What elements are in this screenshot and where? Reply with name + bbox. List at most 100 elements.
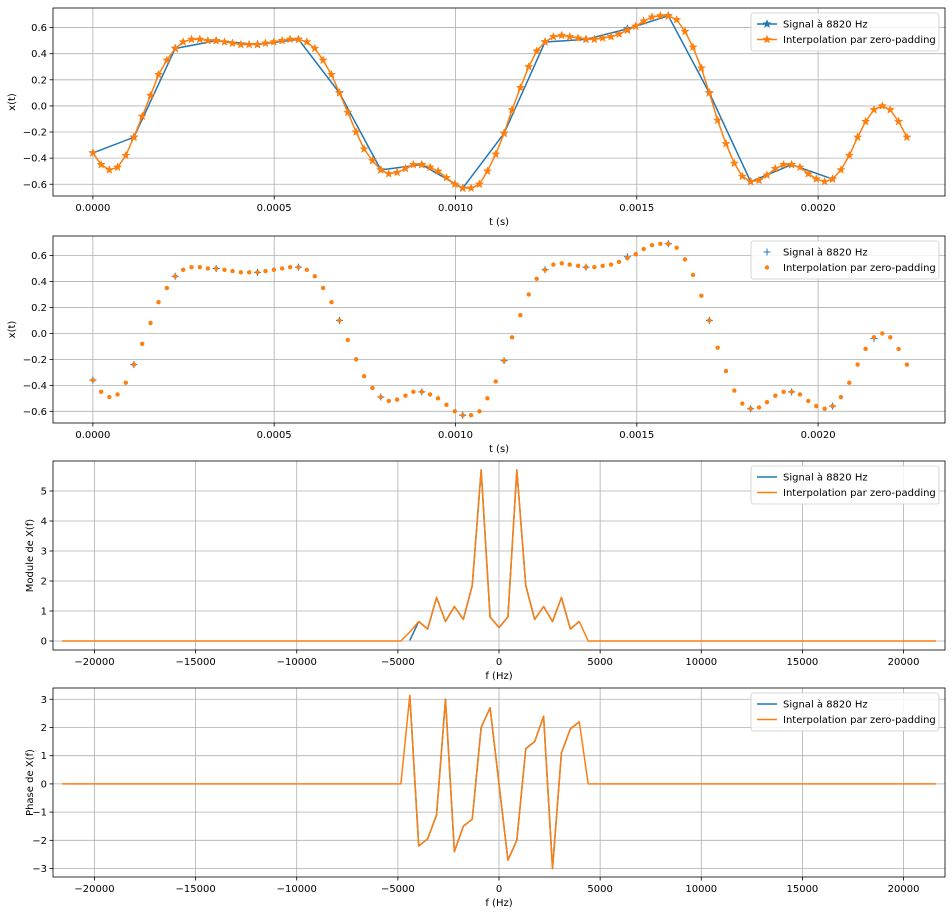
data-point bbox=[255, 270, 260, 275]
data-point bbox=[509, 335, 515, 340]
data-point bbox=[318, 55, 328, 65]
data-point bbox=[869, 104, 879, 114]
y-tick-label: 0.0 bbox=[31, 101, 47, 112]
data-point bbox=[614, 29, 624, 39]
data-point bbox=[797, 392, 803, 397]
data-point bbox=[622, 25, 633, 35]
chart-panel-3: −20000 −15000 −10000 −5000 0 5000 10000 15000 20… bbox=[25, 460, 946, 682]
x-tick-label: −15000 bbox=[175, 884, 215, 895]
data-point bbox=[172, 274, 178, 279]
y-tick-label: 0.4 bbox=[31, 277, 47, 288]
y-tick-label: −0.2 bbox=[23, 355, 47, 366]
x-tick-label: 15000 bbox=[786, 657, 818, 668]
y-axis-label: x(t) bbox=[7, 93, 18, 111]
data-point bbox=[557, 30, 567, 40]
data-point bbox=[658, 241, 663, 246]
data-point bbox=[213, 266, 219, 271]
data-point bbox=[682, 257, 688, 262]
data-point bbox=[230, 268, 235, 274]
data-point bbox=[647, 12, 657, 22]
data-point bbox=[707, 318, 712, 323]
data-point bbox=[246, 270, 252, 275]
data-point bbox=[129, 132, 139, 142]
data-point bbox=[304, 267, 310, 272]
data-point bbox=[732, 388, 737, 393]
data-point bbox=[263, 268, 268, 274]
data-point bbox=[353, 357, 359, 362]
x-tick-label: −5000 bbox=[381, 657, 415, 668]
data-point bbox=[474, 179, 485, 189]
x-tick-label: −5000 bbox=[381, 884, 415, 895]
data-point bbox=[180, 267, 186, 272]
grid: −20000 −15000 −10000 −5000 0 5000 10000 15000 20… bbox=[41, 461, 945, 668]
data-point bbox=[789, 389, 794, 395]
data-point bbox=[104, 164, 115, 174]
y-tick-label: −0.4 bbox=[23, 154, 47, 165]
data-point bbox=[170, 43, 180, 53]
data-point bbox=[378, 394, 383, 400]
data-point bbox=[211, 35, 221, 45]
data-point bbox=[164, 285, 170, 291]
data-point bbox=[433, 166, 443, 176]
data-point bbox=[121, 150, 131, 160]
y-tick-label: 0.4 bbox=[31, 49, 47, 60]
data-point bbox=[896, 346, 901, 352]
data-point bbox=[565, 31, 575, 41]
data-point bbox=[450, 179, 460, 189]
x-tick-label: 0.0020 bbox=[801, 430, 836, 441]
x-tick-label: −15000 bbox=[175, 657, 215, 668]
data-point bbox=[485, 396, 490, 401]
data-point bbox=[123, 380, 128, 385]
data-point bbox=[778, 159, 789, 169]
data-point bbox=[285, 34, 295, 44]
y-tick-label: 0.2 bbox=[31, 303, 47, 314]
x-tick-label: 0.0000 bbox=[75, 203, 110, 214]
data-point bbox=[819, 176, 830, 186]
data-point bbox=[600, 263, 605, 269]
data-point bbox=[616, 259, 622, 265]
data-point bbox=[567, 262, 572, 267]
data-point bbox=[384, 168, 394, 178]
data-point bbox=[468, 413, 474, 418]
data-point bbox=[806, 398, 811, 404]
legend-marker bbox=[762, 34, 772, 44]
data-point bbox=[822, 406, 827, 411]
data-point bbox=[532, 46, 542, 56]
data-point bbox=[518, 313, 523, 318]
data-point bbox=[762, 170, 772, 180]
data-point bbox=[863, 346, 868, 352]
legend-label: Interpolation par zero-padding bbox=[783, 715, 936, 726]
data-point bbox=[326, 69, 337, 79]
data-point bbox=[419, 389, 424, 395]
legend: Signal à 8820 Hz Interpolation par zero-p… bbox=[750, 692, 940, 732]
chart-panel-4: −20000 −15000 −10000 −5000 0 5000 10000 15000 20… bbox=[25, 687, 946, 909]
axes-frame bbox=[52, 687, 946, 878]
data-point bbox=[827, 174, 838, 184]
data-point bbox=[638, 16, 649, 26]
y-tick-label: 3 bbox=[41, 547, 47, 558]
data-point bbox=[844, 150, 854, 160]
data-point bbox=[811, 174, 821, 184]
x-axis-label: f (Hz) bbox=[485, 671, 512, 682]
data-point bbox=[329, 300, 334, 305]
y-tick-label: 2 bbox=[41, 577, 47, 588]
data-point bbox=[408, 159, 419, 169]
data-point bbox=[279, 266, 285, 271]
data-point bbox=[90, 377, 96, 383]
data-point bbox=[680, 26, 690, 36]
data-point bbox=[641, 246, 646, 252]
data-point bbox=[696, 63, 707, 73]
legend-label: Interpolation par zero-padding bbox=[783, 35, 936, 46]
data-point bbox=[852, 132, 863, 142]
data-point bbox=[649, 242, 655, 248]
y-tick-label: 0.6 bbox=[31, 23, 47, 34]
data-point bbox=[877, 101, 887, 110]
data-point bbox=[723, 368, 729, 374]
x-tick-label: −20000 bbox=[74, 657, 114, 668]
data-point bbox=[343, 107, 353, 117]
data-point bbox=[625, 255, 630, 261]
data-point bbox=[548, 31, 559, 41]
data-point bbox=[236, 39, 246, 49]
data-point bbox=[252, 39, 263, 49]
legend-label: Signal à 8820 Hz bbox=[783, 247, 868, 259]
